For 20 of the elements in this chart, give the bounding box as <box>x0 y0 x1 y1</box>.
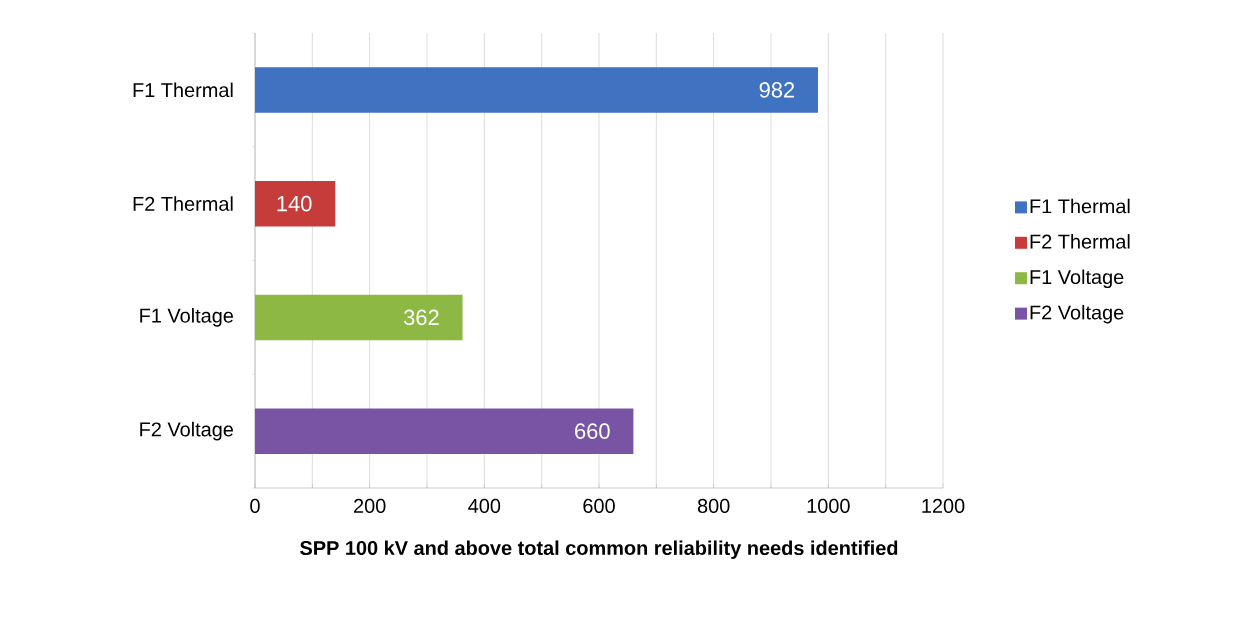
x-tick-label: 400 <box>468 498 501 513</box>
x-tick-label: 1000 <box>807 498 850 513</box>
x-tick-label: 1200 <box>922 498 965 513</box>
legend-label: F1 Thermal <box>1030 198 1130 214</box>
y-tick-label: F1 Voltage <box>140 308 234 327</box>
legend-label: F1 Voltage <box>1030 269 1124 289</box>
x-tick-label: 0 <box>250 498 260 513</box>
data-label: 362 <box>403 309 439 326</box>
y-tick-label: F2 Thermal <box>133 196 233 211</box>
legend-label: F2 Voltage <box>1030 304 1124 324</box>
x-tick-label: 800 <box>697 498 730 513</box>
x-tick-label: 200 <box>354 498 386 513</box>
y-tick-label: F2 Voltage <box>140 421 234 441</box>
legend-label: F2 Thermal <box>1030 234 1130 249</box>
data-label: 660 <box>575 423 610 439</box>
x-tick-label: 600 <box>583 498 615 513</box>
data-label: 140 <box>277 195 312 212</box>
x-axis-title: SPP 100 kV and above total common reliability needs identified <box>300 540 898 560</box>
data-label: 982 <box>759 82 795 98</box>
y-tick-label: F1 Thermal <box>133 82 233 98</box>
